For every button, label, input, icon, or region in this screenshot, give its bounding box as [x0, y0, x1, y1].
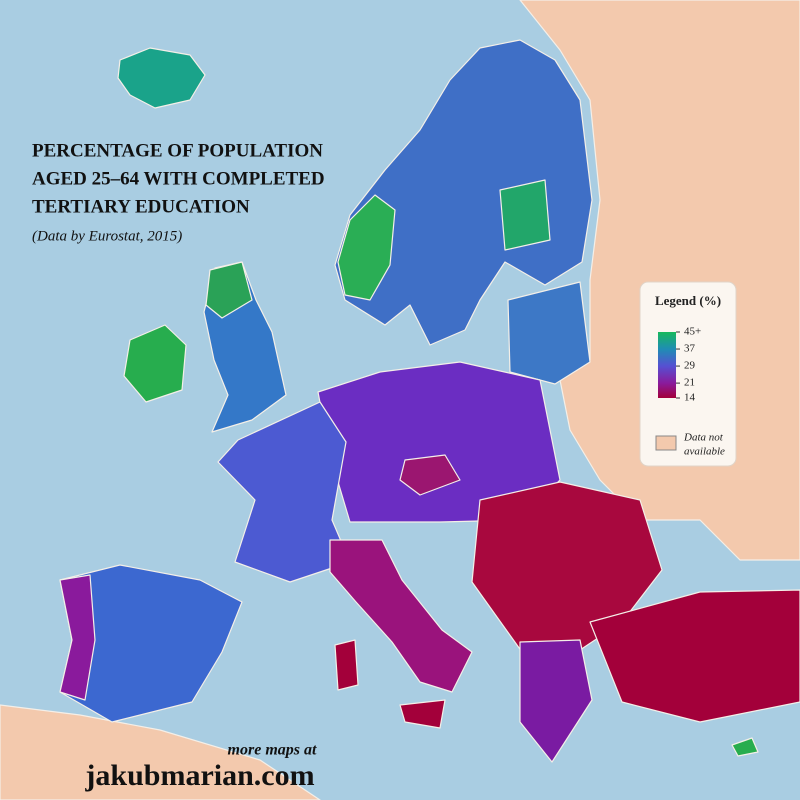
greece: [519, 639, 593, 763]
italy: [329, 539, 473, 693]
site: jakubmarian.com: [84, 759, 314, 792]
legend-title: Legend (%): [655, 293, 721, 308]
legend-tick-label: 21: [684, 377, 695, 389]
czechia: [399, 454, 461, 496]
title-block: PERCENTAGE OF POPULATION AGED 25–64 WITH…: [32, 140, 325, 244]
legend-tick-label: 29: [684, 360, 696, 372]
legend-tick-label: 14: [684, 392, 696, 404]
sicily: [399, 699, 446, 729]
scandinavia: [334, 39, 593, 346]
na-label: Data not: [683, 432, 724, 444]
sardinia: [334, 639, 359, 691]
iceland: [117, 47, 206, 109]
no-data-africa: [0, 704, 321, 800]
legend-box: [639, 281, 737, 467]
title-line: TERTIARY EDUCATION: [32, 196, 250, 217]
subtitle: (Data by Eurostat, 2015): [32, 228, 182, 244]
ireland: [123, 324, 187, 403]
na-label: available: [684, 446, 725, 458]
finland-east: [499, 179, 551, 251]
legend-tick-label: 37: [684, 343, 696, 355]
footer: more maps at jakubmarian.com: [84, 742, 317, 792]
title-line: PERCENTAGE OF POPULATION: [32, 140, 323, 161]
footer-line: more maps at: [228, 742, 317, 759]
france: [217, 401, 351, 583]
norway-south: [337, 194, 396, 301]
portugal: [59, 574, 96, 701]
cyprus: [731, 737, 759, 757]
legend: Legend (%) Data not available 45+ 37 29 21 1…: [639, 281, 737, 467]
legend-tick-label: 45+: [684, 326, 701, 338]
title-line: AGED 25–64 WITH COMPLETED: [32, 168, 325, 189]
color-scale: [658, 332, 676, 398]
turkey: [589, 589, 800, 723]
na-swatch: [655, 435, 677, 451]
baltics: [507, 281, 591, 385]
scotland: [205, 261, 253, 319]
